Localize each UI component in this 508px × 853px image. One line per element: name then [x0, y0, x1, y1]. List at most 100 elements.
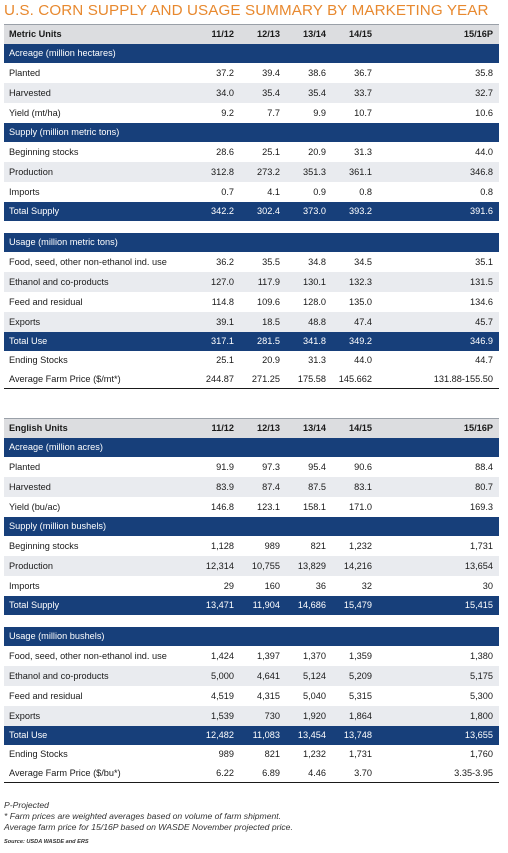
metric-units-table: Metric Units 11/12 12/13 13/14 14/15 15/16P Ac… [4, 24, 499, 389]
value-cell: 0.7 [194, 181, 240, 202]
year-header: 11/12 [194, 418, 240, 438]
value-cell: 1,128 [194, 535, 240, 556]
value-cell: 131.88-155.50 [378, 369, 499, 389]
section-label: Acreage (million hectares) [4, 43, 499, 63]
value-cell: 175.58 [286, 369, 332, 389]
value-cell: 36.2 [194, 251, 240, 272]
row-label: Food, seed, other non-ethanol ind. use [4, 645, 194, 666]
value-cell: 36.7 [332, 62, 378, 83]
table-row: Feed and residual 4,519 4,315 5,040 5,315 5,3… [4, 685, 499, 706]
value-cell: 317.1 [194, 331, 240, 351]
table-row: Food, seed, other non-ethanol ind. use 36… [4, 251, 499, 272]
value-cell: 13,471 [194, 595, 240, 615]
value-cell: 158.1 [286, 496, 332, 517]
year-header: 11/12 [194, 24, 240, 44]
value-cell: 25.1 [240, 141, 286, 162]
table-row: Planted 91.9 97.3 95.4 90.6 88.4 [4, 456, 499, 477]
value-cell: 25.1 [194, 350, 240, 370]
value-cell: 15,479 [332, 595, 378, 615]
table-row: Beginning stocks 28.6 25.1 20.9 31.3 44.0 [4, 141, 499, 162]
row-label: Production [4, 555, 194, 576]
table-row: Production 312.8 273.2 351.3 361.1 346.8 [4, 161, 499, 182]
row-label: Production [4, 161, 194, 182]
value-cell: 302.4 [240, 201, 286, 221]
value-cell: 1,731 [378, 535, 499, 556]
value-cell: 20.9 [240, 350, 286, 370]
value-cell: 48.8 [286, 311, 332, 332]
row-label: Ending Stocks [4, 744, 194, 764]
value-cell: 0.8 [378, 181, 499, 202]
value-cell: 18.5 [240, 311, 286, 332]
value-cell: 1,380 [378, 645, 499, 666]
value-cell: 10,755 [240, 555, 286, 576]
value-cell: 32.7 [378, 82, 499, 103]
table-row: Ending Stocks 989 821 1,232 1,731 1,760 [4, 744, 499, 764]
value-cell: 32 [332, 575, 378, 596]
value-cell: 4.46 [286, 763, 332, 783]
value-cell: 11,904 [240, 595, 286, 615]
value-cell: 30 [378, 575, 499, 596]
value-cell: 5,175 [378, 665, 499, 686]
table-row: Imports 0.7 4.1 0.9 0.8 0.8 [4, 181, 499, 202]
value-cell: 34.8 [286, 251, 332, 272]
table-row: Ethanol and co-products 127.0 117.9 130.1 13… [4, 271, 499, 292]
value-cell: 1,397 [240, 645, 286, 666]
value-cell: 346.8 [378, 161, 499, 182]
value-cell: 1,920 [286, 705, 332, 726]
row-label: Ending Stocks [4, 350, 194, 370]
value-cell: 87.5 [286, 476, 332, 497]
value-cell: 1,864 [332, 705, 378, 726]
value-cell: 1,232 [286, 744, 332, 764]
english-units-table: English Units 11/12 12/13 13/14 14/15 15/16P A… [4, 418, 499, 783]
value-cell: 12,314 [194, 555, 240, 576]
row-label: Average Farm Price ($/mt*) [4, 369, 194, 389]
value-cell: 10.6 [378, 102, 499, 123]
table-row: Harvested 34.0 35.4 35.4 33.7 32.7 [4, 82, 499, 103]
row-label: Imports [4, 181, 194, 202]
row-label: Ethanol and co-products [4, 665, 194, 686]
value-cell: 95.4 [286, 456, 332, 477]
value-cell: 39.4 [240, 62, 286, 83]
year-header: 13/14 [286, 418, 332, 438]
value-cell: 5,040 [286, 685, 332, 706]
value-cell: 114.8 [194, 291, 240, 312]
value-cell: 34.5 [332, 251, 378, 272]
value-cell: 35.8 [378, 62, 499, 83]
value-cell: 135.0 [332, 291, 378, 312]
value-cell: 1,800 [378, 705, 499, 726]
value-cell: 80.7 [378, 476, 499, 497]
section-header-row: Usage (million metric tons) [4, 232, 499, 252]
value-cell: 131.5 [378, 271, 499, 292]
table-row: Imports 29 160 36 32 30 [4, 575, 499, 596]
spacer-row [4, 614, 499, 627]
row-label: Imports [4, 575, 194, 596]
value-cell: 5,000 [194, 665, 240, 686]
value-cell: 5,124 [286, 665, 332, 686]
year-header: 15/16P [378, 418, 499, 438]
value-cell: 341.8 [286, 331, 332, 351]
section-header-row: Supply (million bushels) [4, 516, 499, 536]
value-cell: 1,359 [332, 645, 378, 666]
value-cell: 15,415 [378, 595, 499, 615]
row-label: Planted [4, 456, 194, 477]
value-cell: 1,731 [332, 744, 378, 764]
value-cell: 1,232 [332, 535, 378, 556]
value-cell: 169.3 [378, 496, 499, 517]
row-label: Average Farm Price ($/bu*) [4, 763, 194, 783]
column-header-row: Metric Units 11/12 12/13 13/14 14/15 15/16P [4, 24, 499, 44]
row-label: Yield (mt/ha) [4, 102, 194, 123]
value-cell: 146.8 [194, 496, 240, 517]
section-label: Supply (million bushels) [4, 516, 499, 536]
value-cell: 13,654 [378, 555, 499, 576]
value-cell: 38.6 [286, 62, 332, 83]
value-cell: 109.6 [240, 291, 286, 312]
table-row: Yield (bu/ac) 146.8 123.1 158.1 171.0 169.3 [4, 496, 499, 517]
table-row: Feed and residual 114.8 109.6 128.0 135.0 134… [4, 291, 499, 312]
table-row: Exports 39.1 18.5 48.8 47.4 45.7 [4, 311, 499, 332]
value-cell: 13,655 [378, 725, 499, 745]
spacer-cell [4, 614, 499, 627]
row-label: Exports [4, 311, 194, 332]
value-cell: 342.2 [194, 201, 240, 221]
table-row: Yield (mt/ha) 9.2 7.7 9.9 10.7 10.6 [4, 102, 499, 123]
value-cell: 273.2 [240, 161, 286, 182]
